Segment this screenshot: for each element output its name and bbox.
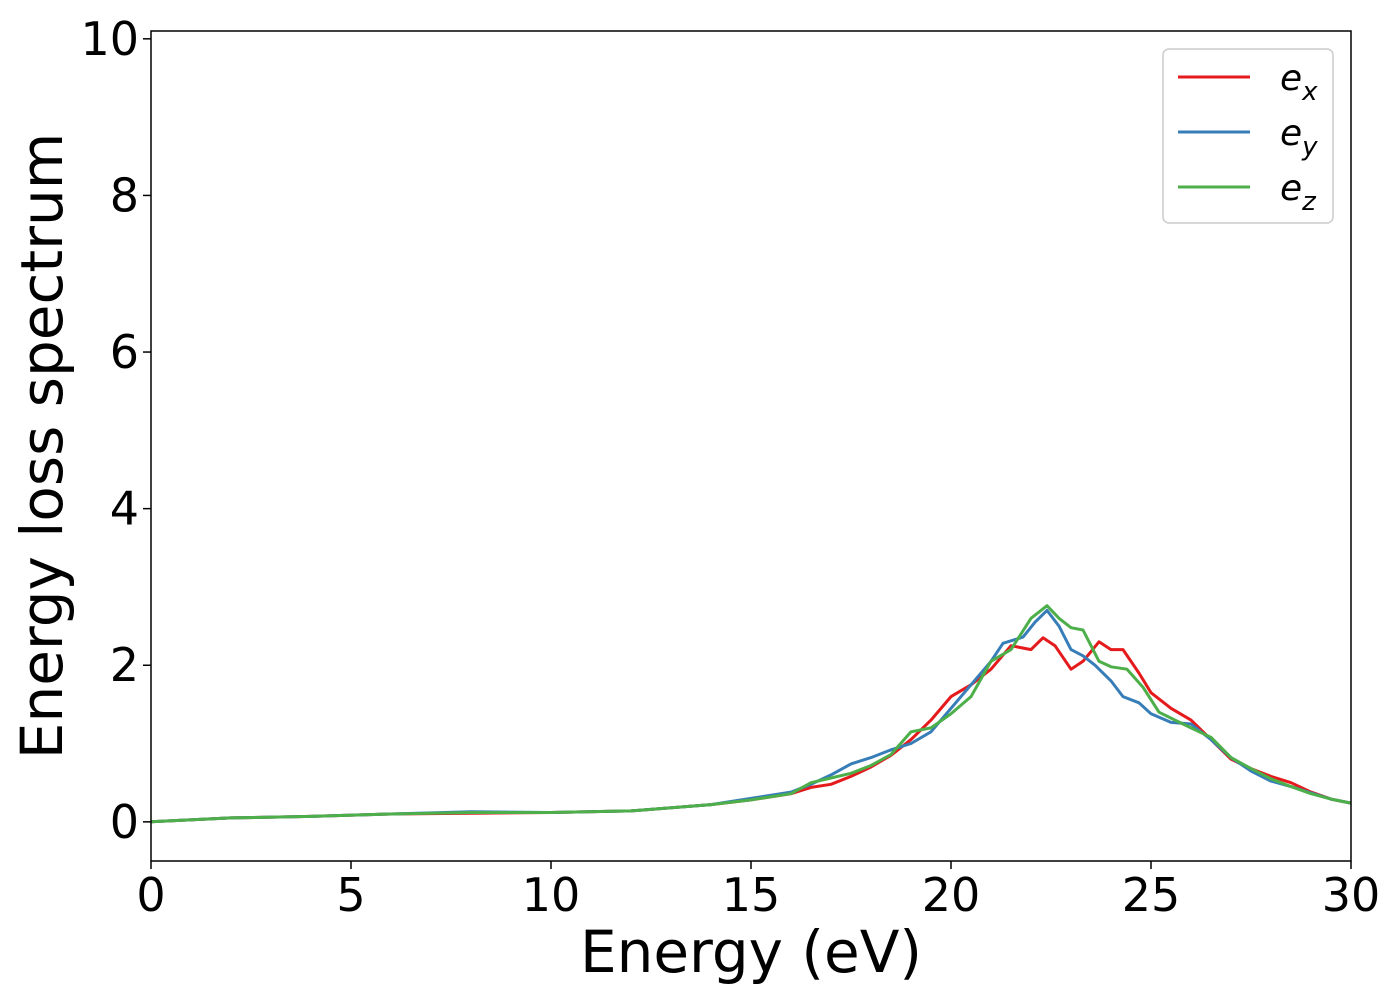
y-tick-label: 10 [80,12,139,66]
legend-box [1162,48,1334,224]
y-axis-label: Energy loss spectrum [8,133,76,759]
x-tick-label: 5 [336,868,365,922]
x-tick-label: 0 [136,868,165,922]
y-tick-label: 6 [110,325,139,379]
series-line-z [150,604,1352,824]
y-tick-label: 4 [110,482,139,536]
y-tick-label: 0 [110,795,139,849]
series-layer [150,604,1352,824]
y-tick-label: 2 [110,638,139,692]
x-tick-label: 15 [722,868,781,922]
x-tick-label: 25 [1122,868,1181,922]
x-tick-label: 30 [1322,868,1381,922]
x-axis: 0 5 10 15 20 25 30 [136,861,1380,922]
y-axis: 0 2 4 6 8 10 [80,12,151,849]
x-tick-label: 20 [922,868,981,922]
y-tick-label: 8 [110,168,139,222]
x-axis-label: Energy (eV) [580,918,922,986]
x-tick-label: 10 [522,868,581,922]
